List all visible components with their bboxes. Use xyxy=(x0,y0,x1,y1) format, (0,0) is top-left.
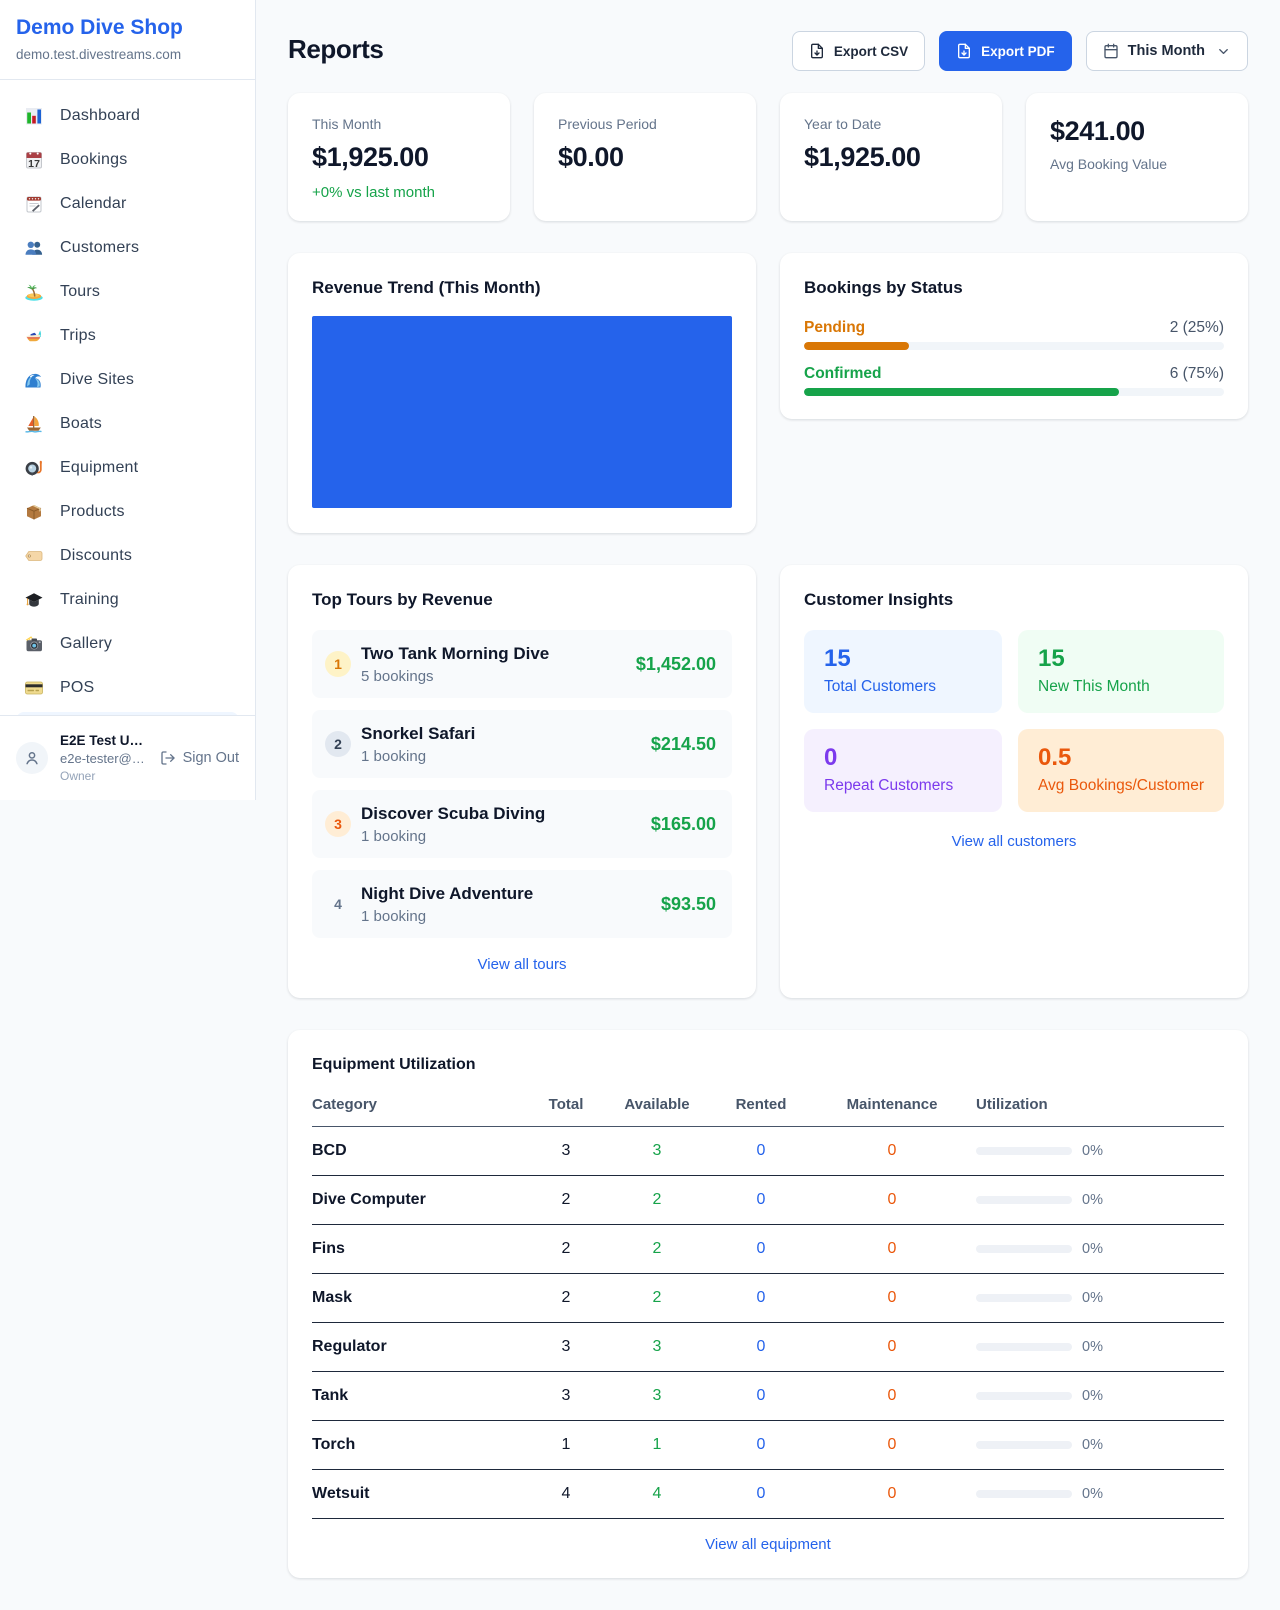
svg-text:17: 17 xyxy=(28,158,40,170)
